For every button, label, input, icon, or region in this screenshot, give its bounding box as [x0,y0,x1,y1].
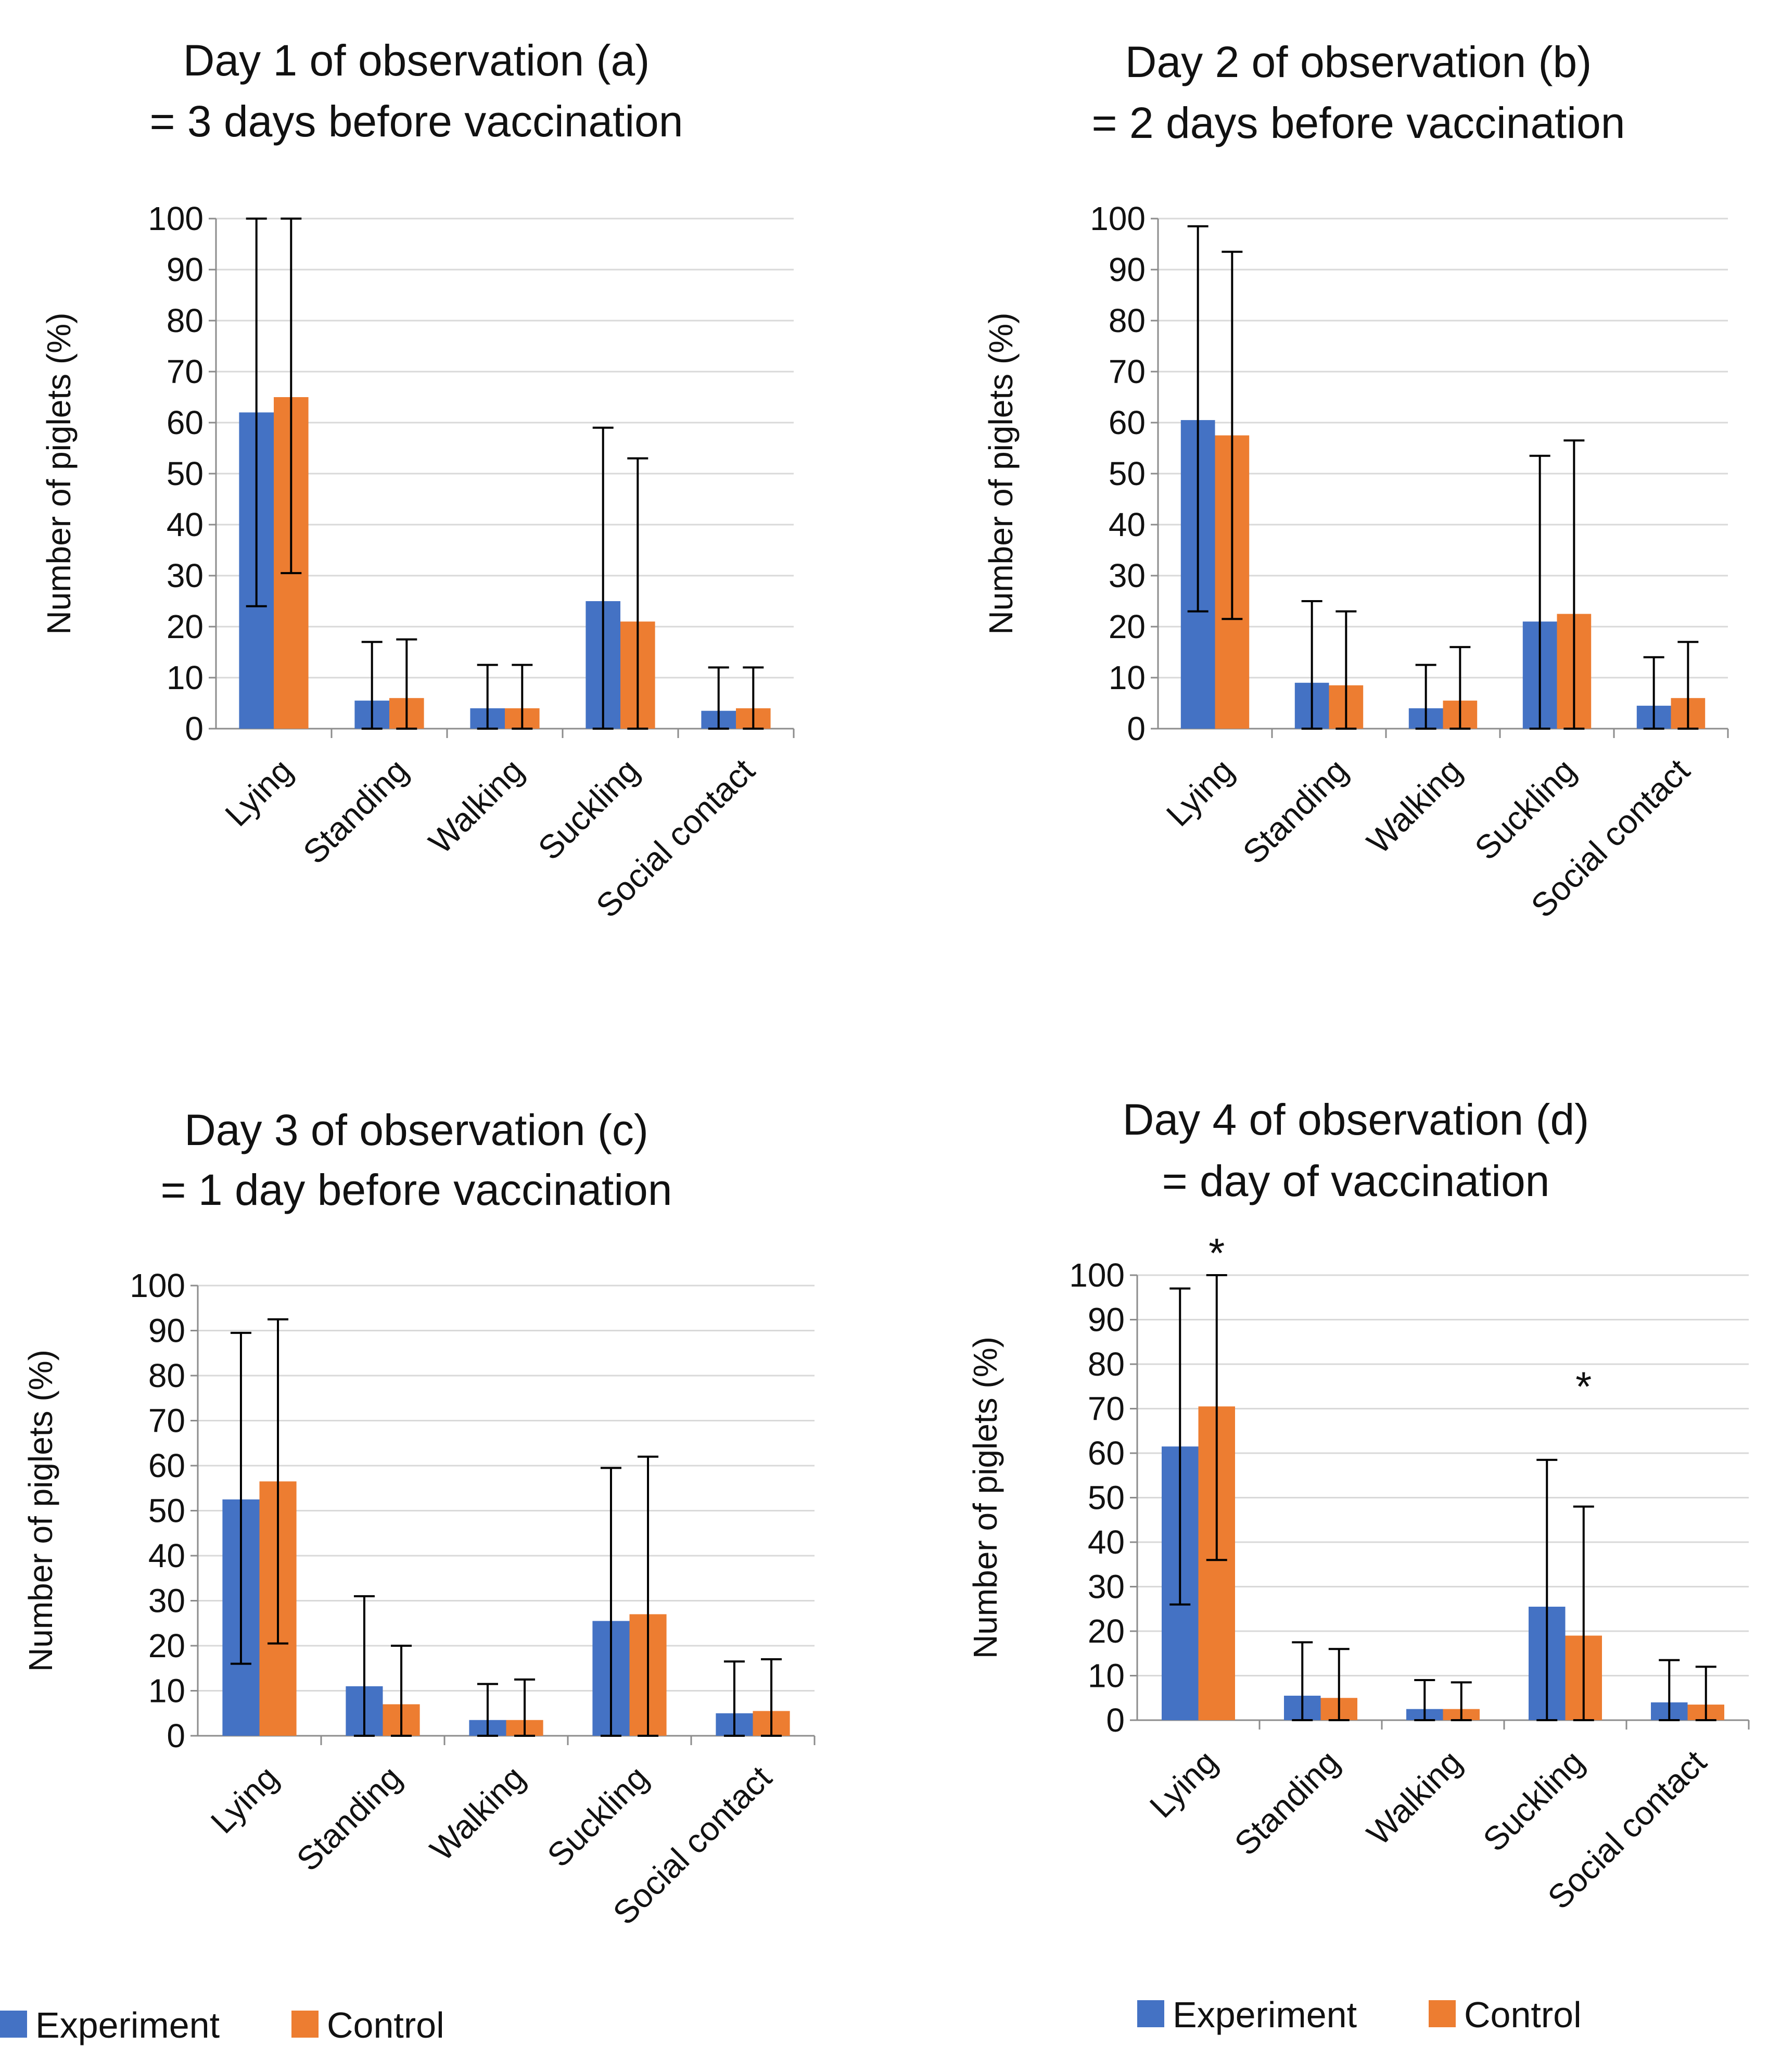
chart-title: Day 4 of observation (d) [1123,1095,1589,1144]
chart-subtitle: = 3 days before vaccination [150,97,683,146]
y-tick-label: 0 [167,1717,185,1755]
legend: Experiment Control [0,2005,444,2045]
y-tick-label: 30 [148,1582,185,1620]
y-tick-label: 90 [1109,251,1146,288]
x-tick-label: Walking [1359,1743,1469,1852]
x-tick-label: Suckling [1476,1743,1591,1859]
y-tick-label: 20 [1088,1612,1125,1650]
y-tick-label: 70 [167,353,203,390]
chart-panel-a: Day 1 of observation (a) = 3 days before … [40,36,795,925]
legend-swatch [291,2011,319,2038]
y-tick-label: 40 [1088,1523,1125,1561]
x-tick-label: Suckling [531,752,646,867]
y-axis-label: Number of piglets (%) [966,1337,1004,1659]
legend-swatch [0,2011,27,2038]
y-tick-label: 40 [167,506,203,543]
y-tick-label: 10 [167,659,203,696]
y-tick-label: 0 [1106,1701,1125,1739]
x-tick-label: Lying [218,752,299,833]
chart-title: Day 3 of observation (c) [184,1105,648,1154]
chart-subtitle: = 2 days before vaccination [1092,98,1625,147]
y-tick-label: 80 [1088,1345,1125,1383]
chart-subtitle: = 1 day before vaccination [161,1165,672,1214]
y-tick-label: 90 [1088,1301,1125,1339]
x-tick-label: Standing [1236,752,1355,871]
y-tick-label: 90 [148,1312,185,1350]
x-tick-label: Lying [1142,1743,1224,1825]
y-tick-label: 40 [1109,506,1146,543]
x-tick-label: Walking [423,1759,532,1868]
y-tick-label: 60 [1109,404,1146,441]
y-tick-label: 100 [1090,200,1146,237]
y-tick-label: 100 [148,200,203,237]
y-axis-label: Number of piglets (%) [40,313,78,635]
y-tick-label: 20 [148,1627,185,1664]
y-tick-label: 60 [148,1447,185,1484]
y-tick-label: 50 [148,1492,185,1530]
y-tick-label: 50 [1109,455,1146,492]
x-tick-label: Suckling [1467,752,1583,867]
legend-swatch [1137,2000,1164,2027]
y-tick-label: 10 [1088,1657,1125,1695]
y-tick-label: 70 [1088,1390,1125,1428]
chart-panel-b: Day 2 of observation (b) = 2 days before … [982,37,1729,925]
y-axis-label: Number of piglets (%) [22,1350,59,1672]
y-tick-label: 90 [167,251,203,288]
x-tick-label: Lying [1159,752,1241,833]
y-tick-label: 10 [1109,659,1146,696]
y-tick-label: 60 [1088,1434,1125,1472]
y-tick-label: 50 [167,455,203,492]
y-tick-label: 100 [130,1267,185,1304]
y-tick-label: 40 [148,1537,185,1574]
y-tick-label: 70 [1109,353,1146,390]
legend-label: Experiment [1173,1994,1357,2035]
legend-swatch [1429,2000,1456,2027]
y-tick-label: 80 [1109,302,1146,339]
y-tick-label: 20 [1109,608,1146,645]
legend-label: Control [327,2005,444,2045]
y-tick-label: 20 [167,608,203,645]
x-tick-label: Standing [289,1759,409,1878]
x-tick-label: Walking [1359,752,1469,861]
y-tick-label: 0 [185,710,203,747]
x-tick-label: Lying [203,1759,285,1840]
legend-label: Control [1464,1994,1582,2035]
x-tick-label: Suckling [540,1759,655,1874]
x-tick-label: Walking [422,752,531,861]
y-axis-label: Number of piglets (%) [982,313,1020,635]
y-tick-label: 30 [1088,1568,1125,1606]
y-tick-label: 70 [148,1402,185,1440]
chart-title: Day 2 of observation (b) [1125,37,1592,86]
x-tick-label: Standing [1227,1743,1347,1863]
y-tick-label: 80 [167,302,203,339]
chart-panel-c: Day 3 of observation (c) = 1 day before v… [0,1105,816,2045]
y-tick-label: 80 [148,1357,185,1394]
y-tick-label: 0 [1127,710,1146,747]
legend-label: Experiment [35,2005,220,2045]
significance-marker: * [1209,1230,1225,1276]
chart-subtitle: = day of vaccination [1162,1156,1550,1205]
y-tick-label: 50 [1088,1479,1125,1517]
y-tick-label: 30 [1109,557,1146,594]
x-tick-label: Standing [296,752,415,871]
significance-marker: * [1575,1364,1592,1410]
chart-title: Day 1 of observation (a) [183,36,650,85]
chart-panel-d: Day 4 of observation (d) = day of vaccina… [966,1095,1750,2035]
legend: Experiment Control [1137,1994,1582,2035]
y-tick-label: 10 [148,1672,185,1710]
y-tick-label: 30 [167,557,203,594]
y-tick-label: 60 [167,404,203,441]
y-tick-label: 100 [1069,1256,1125,1294]
